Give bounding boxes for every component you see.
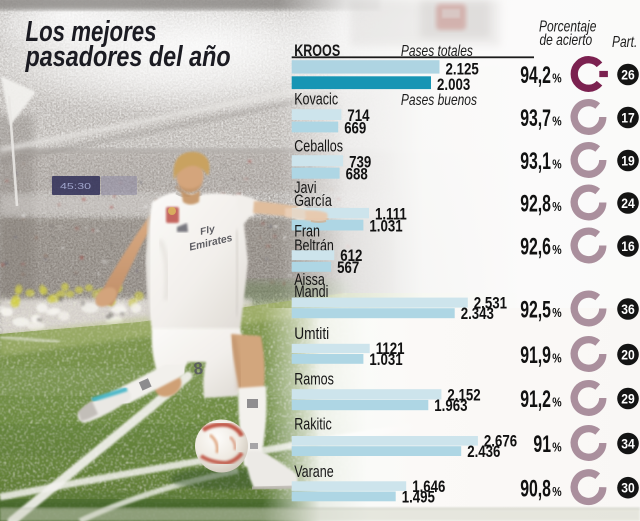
svg-text:26: 26 [621,67,635,82]
svg-text:Ceballos: Ceballos [294,138,343,156]
svg-text:92,8: 92,8 [520,191,551,218]
svg-text:%: % [552,306,561,320]
svg-text:Part.: Part. [612,34,637,51]
svg-text:%: % [552,396,561,410]
svg-text:1.495: 1.495 [402,487,435,506]
svg-text:20: 20 [621,347,635,362]
svg-text:567: 567 [337,258,359,277]
svg-text:Umtiti: Umtiti [294,325,329,343]
svg-text:Ramos: Ramos [294,370,334,388]
svg-text:19: 19 [621,153,635,168]
svg-text:Mandi: Mandi [294,283,328,301]
svg-text:669: 669 [344,118,366,137]
svg-text:16: 16 [621,239,635,254]
svg-text:2.676: 2.676 [484,432,517,451]
svg-text:1.031: 1.031 [369,217,402,236]
svg-text:Aissa: Aissa [294,271,325,289]
svg-text:%: % [552,158,561,172]
svg-text:29: 29 [621,391,635,406]
svg-text:%: % [552,72,561,86]
svg-text:Pases buenos: Pases buenos [401,92,477,109]
svg-text:94,2: 94,2 [520,62,551,89]
svg-text:2.343: 2.343 [461,304,494,323]
svg-text:2.152: 2.152 [447,386,480,405]
svg-text:2.003: 2.003 [437,75,470,94]
svg-text:739: 739 [349,152,371,171]
svg-text:Pases totales: Pases totales [401,43,473,60]
svg-text:KROOS: KROOS [294,42,340,60]
svg-text:1.031: 1.031 [369,350,402,369]
svg-text:Los mejores: Los mejores [26,16,157,48]
svg-text:714: 714 [347,106,370,125]
svg-text:688: 688 [346,165,368,184]
svg-text:92,6: 92,6 [520,234,551,261]
svg-text:24: 24 [621,196,635,211]
svg-text:Varane: Varane [294,463,334,481]
svg-text:%: % [552,485,561,499]
svg-text:%: % [552,441,561,455]
svg-text:90,8: 90,8 [520,475,551,502]
svg-text:2.436: 2.436 [467,442,500,461]
svg-text:2.125: 2.125 [446,60,479,79]
svg-text:Kovacic: Kovacic [294,91,338,109]
svg-text:1.111: 1.111 [375,204,407,223]
svg-text:%: % [552,352,561,366]
svg-text:de acierto: de acierto [540,32,593,49]
svg-text:91: 91 [533,431,551,458]
svg-text:1.646: 1.646 [412,477,445,496]
svg-text:93,1: 93,1 [520,148,551,175]
svg-text:91,2: 91,2 [520,386,551,413]
svg-text:pasadores del año: pasadores del año [25,41,231,73]
svg-text:93,7: 93,7 [520,105,551,132]
svg-text:36: 36 [621,302,635,317]
svg-text:Fran: Fran [294,223,320,241]
svg-text:%: % [552,200,561,214]
svg-text:%: % [552,115,561,129]
svg-text:1.963: 1.963 [434,396,467,415]
svg-text:612: 612 [340,246,362,265]
svg-text:34: 34 [621,436,635,451]
svg-text:91,9: 91,9 [520,342,551,369]
svg-text:92,5: 92,5 [520,297,551,324]
svg-text:17: 17 [621,110,635,125]
svg-text:García: García [294,192,332,210]
svg-text:Porcentaje: Porcentaje [539,19,596,36]
svg-text:Rakitic: Rakitic [294,416,332,434]
svg-text:2.531: 2.531 [474,294,507,313]
svg-text:30: 30 [621,481,635,496]
svg-text:Javi: Javi [294,179,316,197]
svg-text:1121: 1121 [376,339,405,358]
svg-text:%: % [552,243,561,257]
